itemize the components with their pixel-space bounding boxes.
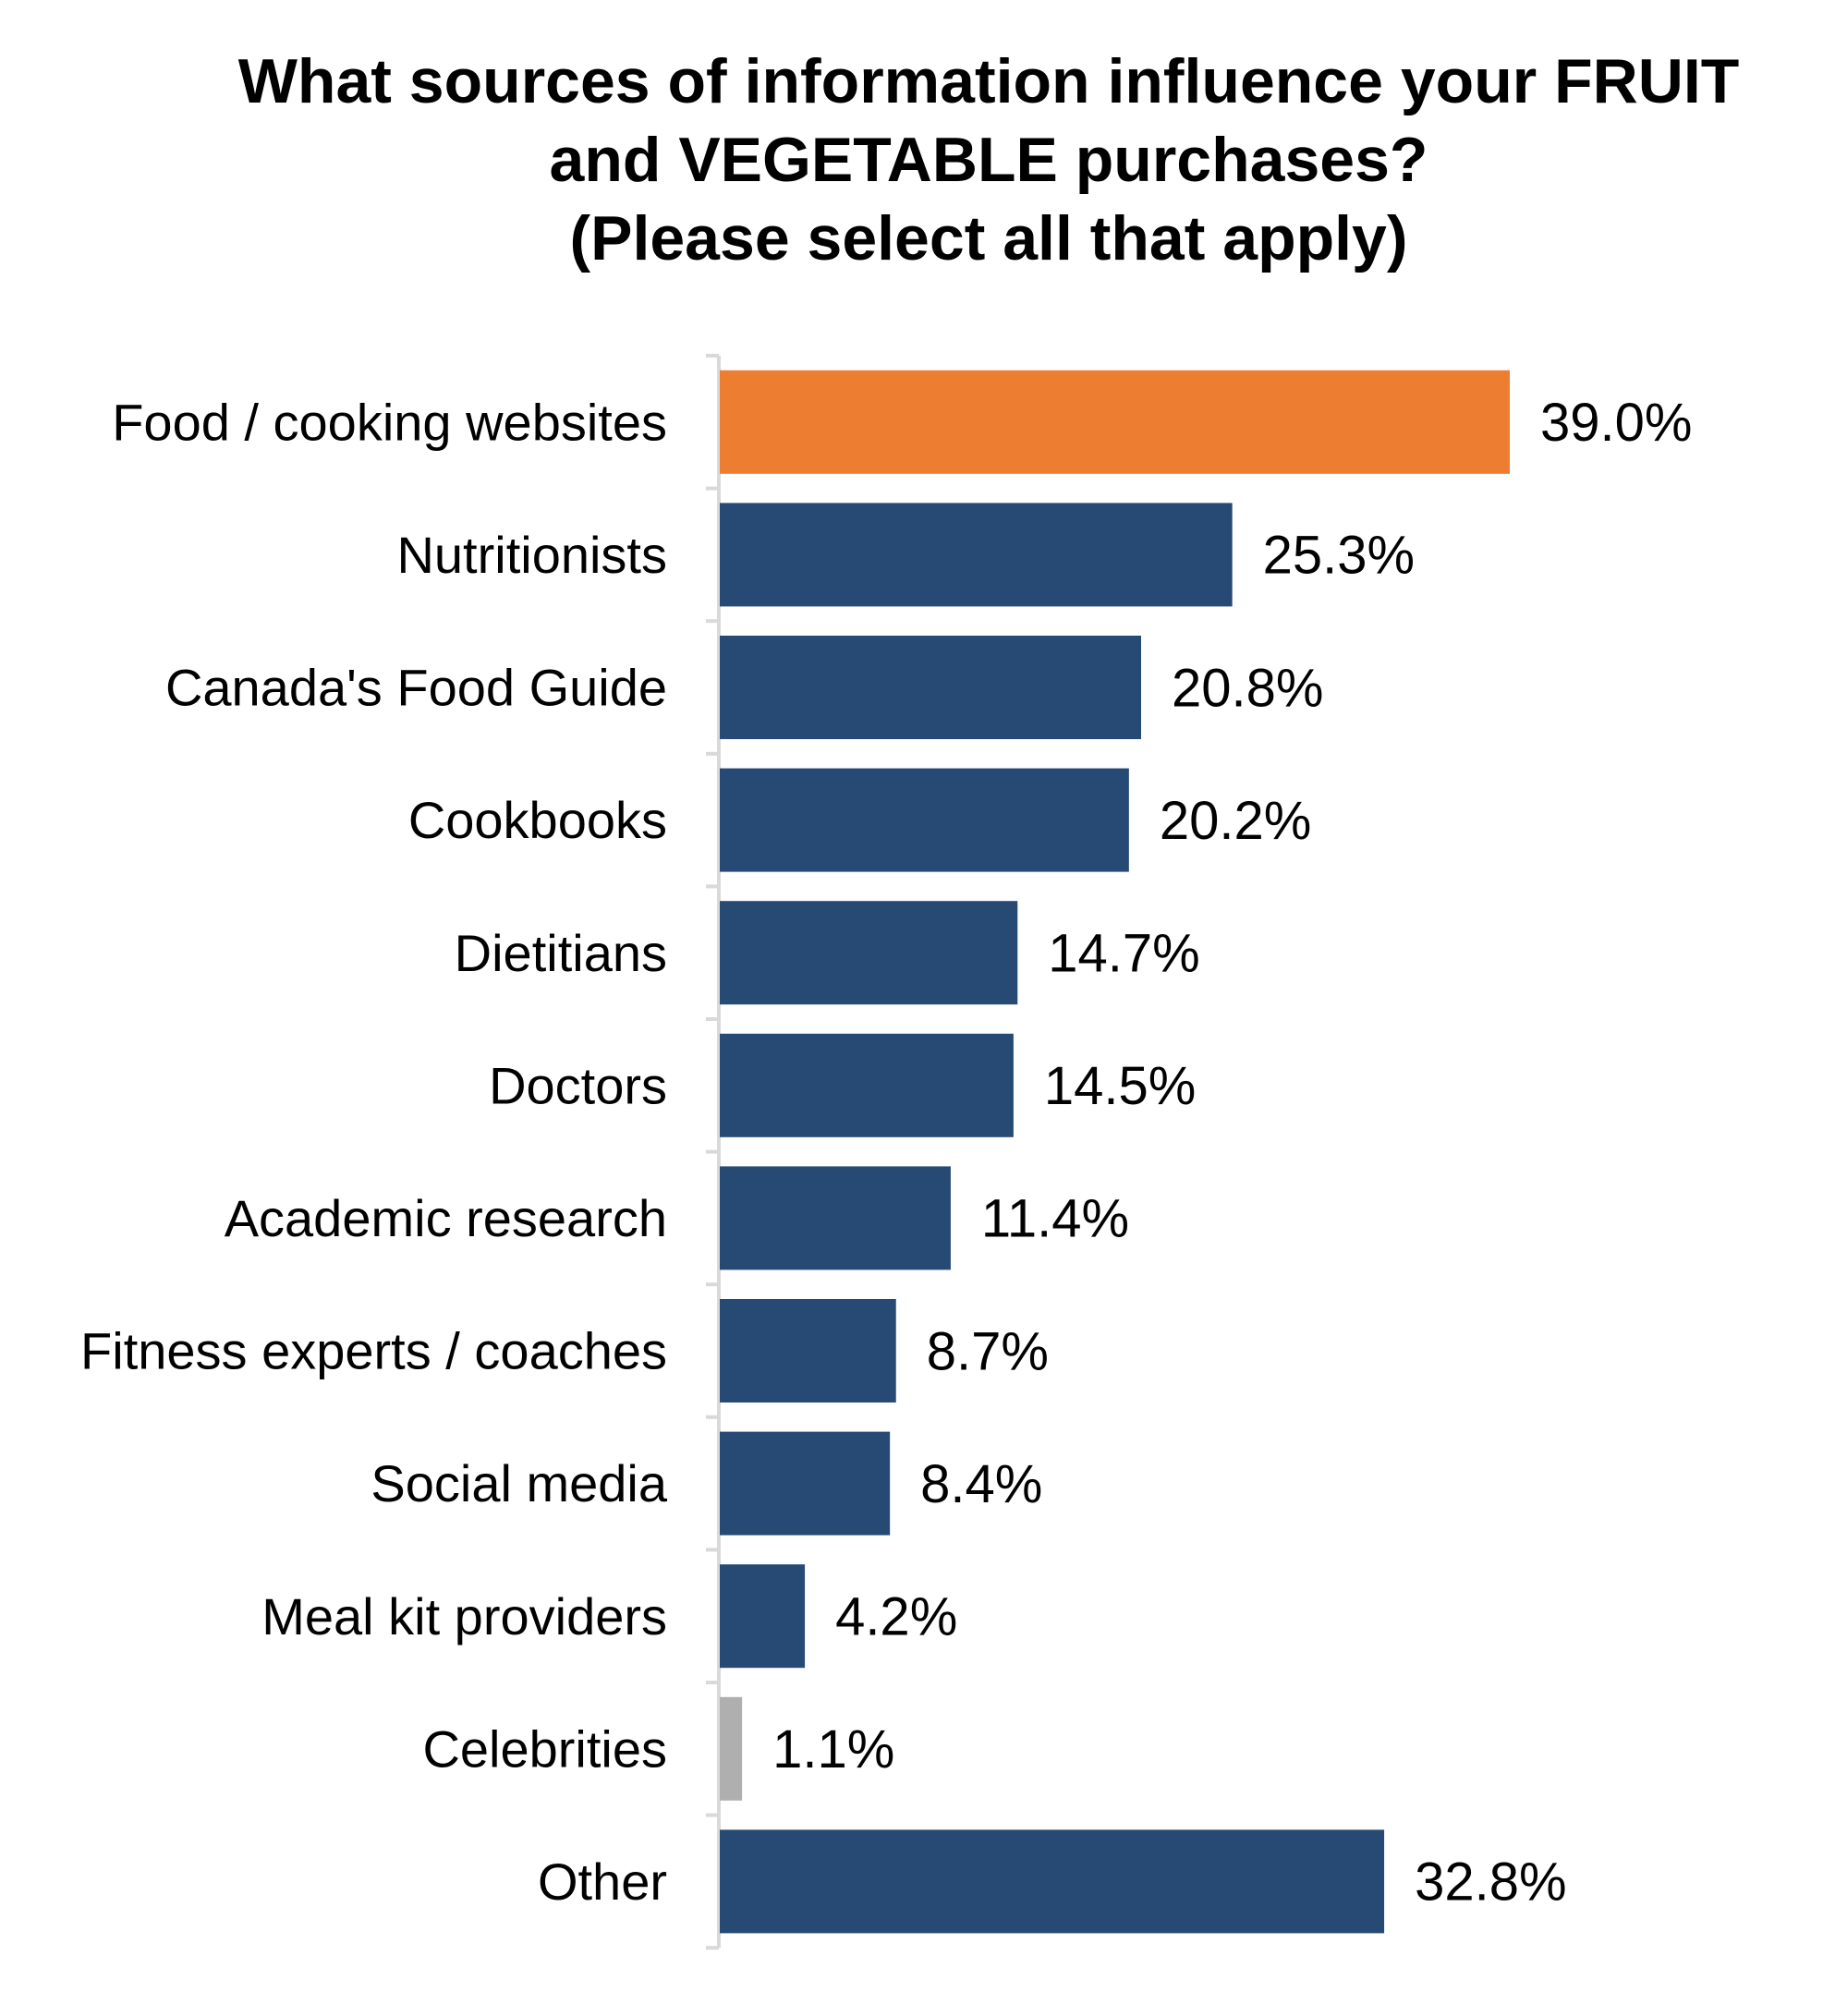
bars bbox=[720, 370, 1510, 1934]
bar bbox=[720, 370, 1510, 474]
category-label: Social media bbox=[371, 1454, 667, 1512]
category-label: Cookbooks bbox=[408, 791, 667, 849]
bar bbox=[720, 636, 1141, 739]
value-label: 39.0% bbox=[1540, 393, 1692, 453]
value-label: 1.1% bbox=[772, 1719, 894, 1779]
chart-title-line-3: (Please select all that apply) bbox=[569, 203, 1408, 273]
category-label: Academic research bbox=[225, 1189, 667, 1247]
value-label: 14.7% bbox=[1048, 924, 1199, 984]
bar bbox=[720, 1431, 891, 1536]
value-label: 8.4% bbox=[920, 1454, 1042, 1514]
bar bbox=[720, 1696, 743, 1801]
value-label: 32.8% bbox=[1415, 1852, 1566, 1913]
value-label: 11.4% bbox=[981, 1189, 1129, 1249]
bar bbox=[720, 901, 1018, 1005]
category-labels: Food / cooking websites Nutritionists Cana… bbox=[80, 393, 668, 1911]
bar bbox=[720, 1564, 806, 1669]
category-axis bbox=[706, 354, 721, 1950]
value-label: 20.2% bbox=[1160, 791, 1311, 851]
category-label: Celebrities bbox=[422, 1719, 667, 1778]
value-label: 4.2% bbox=[835, 1587, 957, 1647]
bar bbox=[720, 1829, 1385, 1934]
value-label: 20.8% bbox=[1172, 658, 1323, 718]
bar bbox=[720, 1299, 896, 1403]
category-label: Other bbox=[538, 1852, 667, 1911]
bar bbox=[720, 1166, 951, 1270]
value-label: 8.7% bbox=[927, 1321, 1049, 1381]
category-label: Canada's Food Guide bbox=[165, 659, 667, 717]
chart-title: What sources of information influence yo… bbox=[166, 43, 1811, 278]
bar bbox=[720, 768, 1129, 872]
category-label: Nutritionists bbox=[396, 526, 667, 584]
bar bbox=[720, 1033, 1014, 1137]
category-label: Food / cooking websites bbox=[112, 393, 667, 451]
value-labels: 39.0% 25.3% 20.8% 20.2% 14.7% 14.5% 11.4% 8.7% 8… bbox=[772, 393, 1692, 1913]
bar bbox=[720, 503, 1233, 607]
chart-title-line-2: and VEGETABLE purchases? bbox=[549, 125, 1428, 195]
category-label: Dietitians bbox=[455, 924, 667, 982]
category-label: Meal kit providers bbox=[261, 1587, 667, 1646]
category-label: Fitness experts / coaches bbox=[80, 1322, 667, 1380]
chart-title-line-1: What sources of information influence yo… bbox=[237, 46, 1740, 116]
category-label: Doctors bbox=[489, 1056, 667, 1114]
value-label: 14.5% bbox=[1044, 1056, 1196, 1116]
value-label: 25.3% bbox=[1263, 526, 1415, 586]
